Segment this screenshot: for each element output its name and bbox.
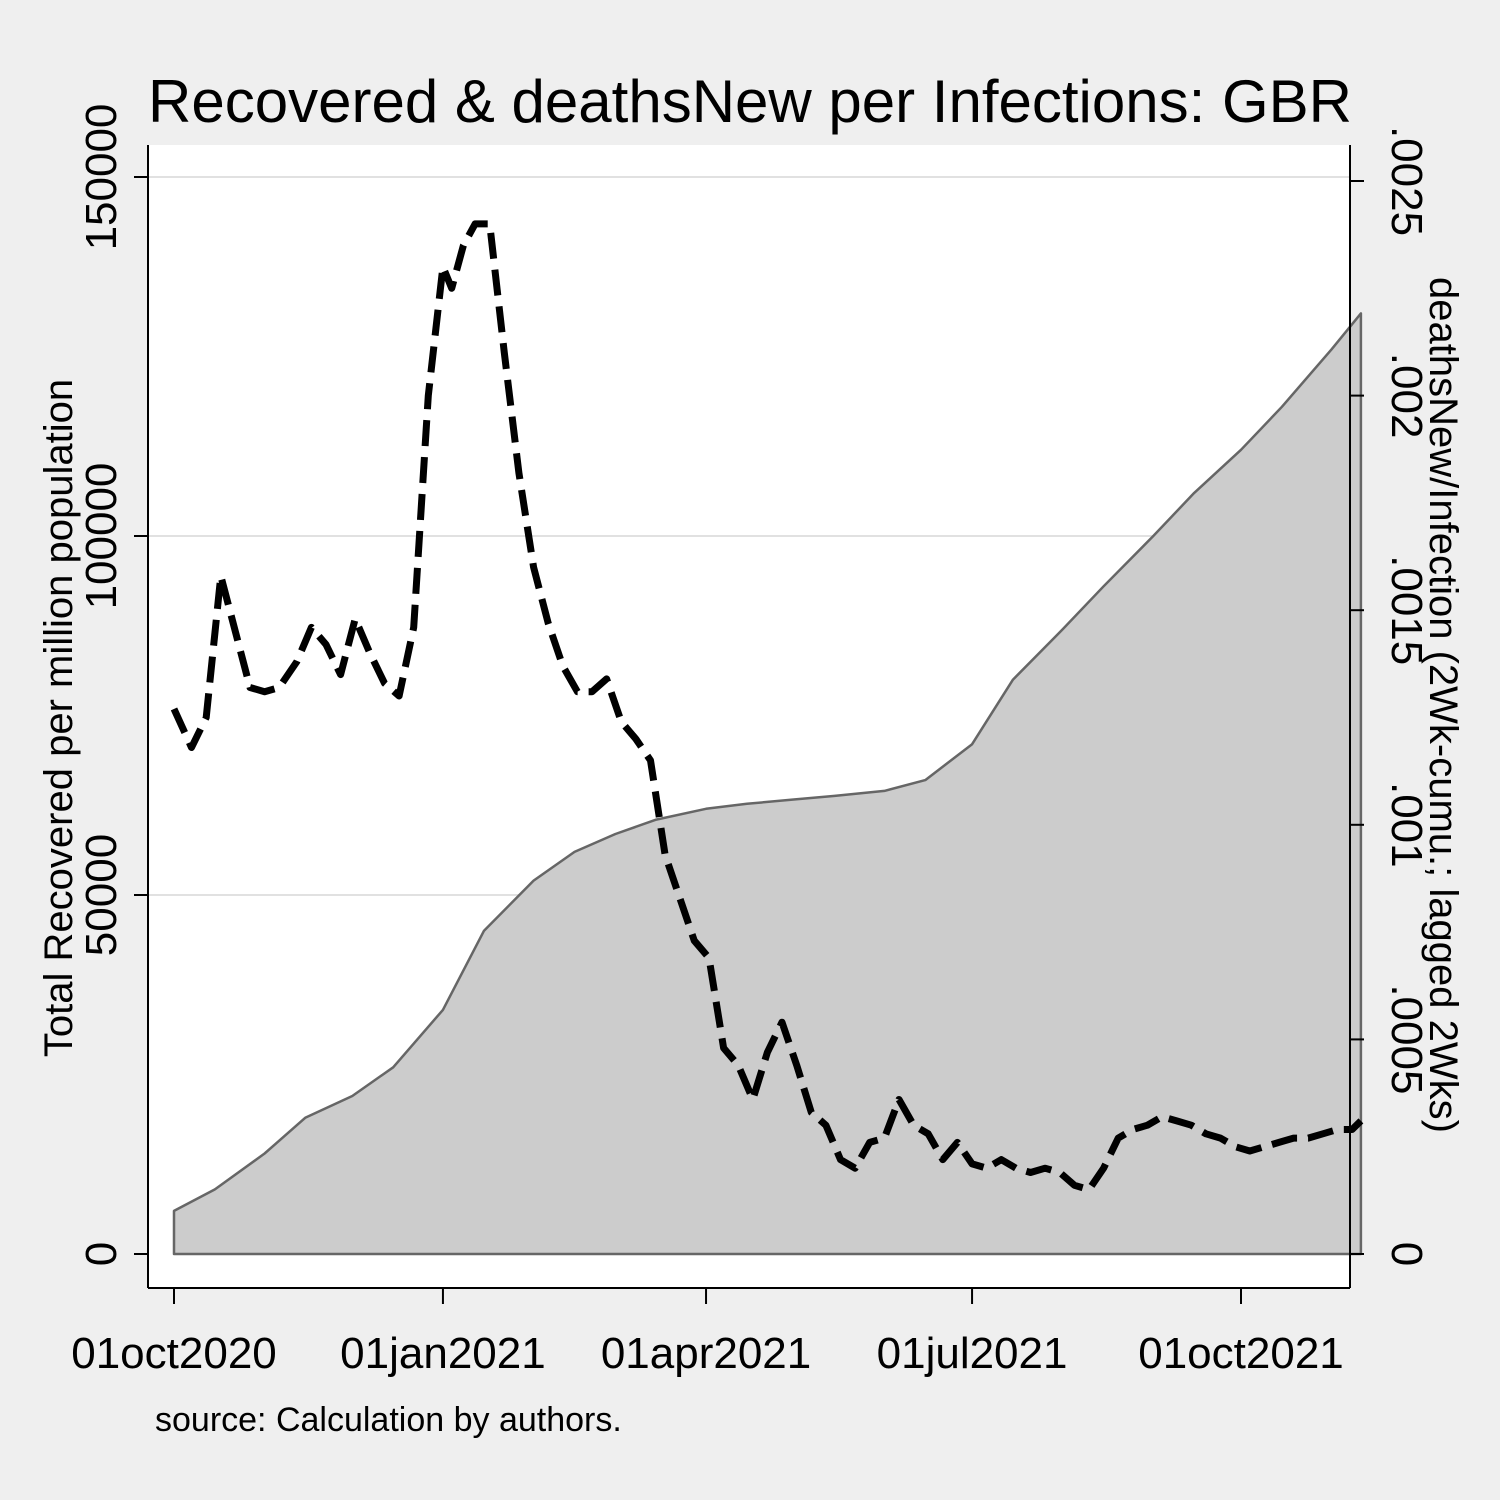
recovered-area xyxy=(172,312,1363,1256)
y-right-axis-ticks: 0 .0005 .001 .0015 .002 .0025 xyxy=(1350,126,1431,1266)
y-right-tick-label: .001 xyxy=(1382,782,1431,868)
y-right-axis-label: deathsNew/Infection (2Wk-cumu.; lagged 2… xyxy=(1421,277,1465,1133)
y-right-tick-label: .002 xyxy=(1382,353,1431,439)
axes xyxy=(147,145,1351,1289)
y-right-tick-label: 0 xyxy=(1382,1242,1431,1266)
x-axis-ticks: 01oct2020 01jan2021 01apr2021 01jul2021 01oc… xyxy=(71,1288,1344,1378)
y-left-axis-ticks: 0 50000 100000 150000 xyxy=(77,104,148,1266)
chart-title: Recovered & deathsNew per Infections: GB… xyxy=(148,68,1352,135)
y-right-tick-label: .0015 xyxy=(1382,555,1431,665)
line-layer xyxy=(170,220,1364,1194)
y-left-tick-label: 0 xyxy=(77,1242,126,1266)
y-left-tick-label: 50000 xyxy=(77,834,126,956)
y-left-tick-label: 100000 xyxy=(77,463,126,610)
y-left-axis-label: Total Recovered per million population xyxy=(37,379,81,1057)
source-note: source: Calculation by authors. xyxy=(155,1401,622,1439)
y-left-tick-label: 150000 xyxy=(77,104,126,251)
y-right-tick-label: .0025 xyxy=(1382,126,1431,236)
x-tick-label: 01oct2020 xyxy=(71,1329,277,1378)
x-tick-label: 01apr2021 xyxy=(601,1329,811,1378)
x-tick-label: 01jan2021 xyxy=(340,1329,546,1378)
y-right-tick-label: .0005 xyxy=(1382,984,1431,1094)
x-tick-label: 01jul2021 xyxy=(877,1329,1068,1378)
x-tick-label: 01oct2021 xyxy=(1138,1329,1344,1378)
deaths-ratio-line xyxy=(170,220,1364,1194)
area-layer xyxy=(172,312,1363,1256)
